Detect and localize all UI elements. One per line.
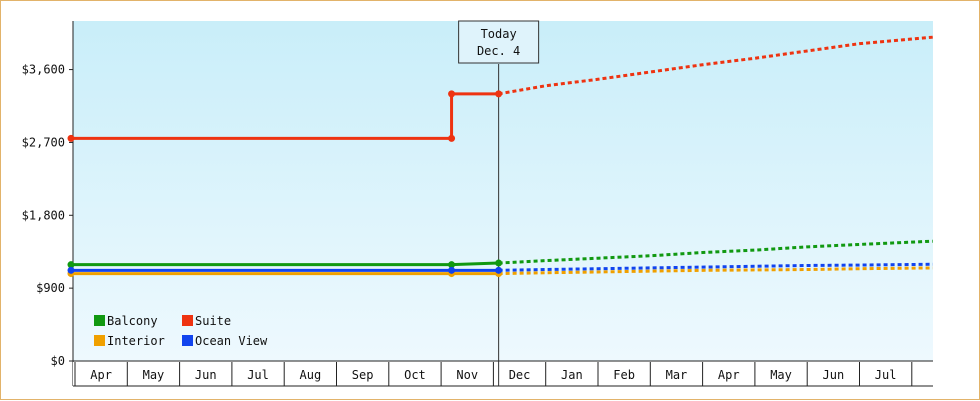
suite-forecast-line [498, 35, 933, 96]
x-tick-label: May [143, 368, 165, 382]
balcony-point [67, 261, 75, 269]
suite-point [448, 134, 456, 142]
ocean-view-point [67, 266, 75, 274]
x-tick-label: Sep [352, 368, 374, 382]
x-tick-label: Jun [195, 368, 217, 382]
x-tick-label: Dec [509, 368, 531, 382]
ocean-view-forecast-line [498, 262, 933, 272]
today-box [458, 20, 540, 64]
suite-actual-line [71, 92, 499, 140]
x-tick-label: Feb [613, 368, 635, 382]
balcony-point [448, 261, 456, 269]
suite-point [448, 90, 456, 98]
x-tick-label: Apr [718, 368, 740, 382]
legend-label-balcony: Balcony [107, 314, 158, 328]
x-tick-label: Oct [404, 368, 426, 382]
x-tick-label: Apr [90, 368, 112, 382]
legend-label-suite: Suite [195, 314, 231, 328]
legend-swatch-ocean-view [182, 335, 193, 346]
x-tick-label: Jul [875, 368, 897, 382]
legend-label-ocean-view: Ocean View [195, 334, 268, 348]
x-axis-band [73, 362, 933, 386]
ocean-view-point [448, 266, 456, 274]
x-tick-label: Nov [456, 368, 478, 382]
y-tick-label: $900 [36, 281, 65, 295]
legend-swatch-suite [182, 315, 193, 326]
x-tick-label: Jan [561, 368, 583, 382]
balcony-point [495, 259, 503, 267]
x-tick-label: Jun [823, 368, 845, 382]
plot-background [73, 21, 933, 361]
legend-swatch-interior [94, 335, 105, 346]
balcony-actual-line [71, 261, 499, 267]
x-tick-label: Jul [247, 368, 269, 382]
today-date: Dec. 4 [477, 44, 520, 58]
balcony-forecast-line [498, 239, 933, 265]
x-tick-label: May [770, 368, 792, 382]
y-tick-label: $3,600 [22, 63, 65, 77]
suite-point [495, 90, 503, 98]
legend-label-interior: Interior [107, 334, 165, 348]
interior-forecast-line [498, 266, 933, 276]
x-tick-label: Mar [666, 368, 688, 382]
x-tick-label: Aug [300, 368, 322, 382]
legend-swatch-balcony [94, 315, 105, 326]
y-tick-label: $0 [51, 354, 65, 368]
today-label: Today [481, 27, 517, 41]
ocean-view-point [495, 266, 503, 274]
y-tick-label: $2,700 [22, 135, 65, 149]
suite-point [67, 134, 75, 142]
y-tick-label: $1,800 [22, 208, 65, 222]
